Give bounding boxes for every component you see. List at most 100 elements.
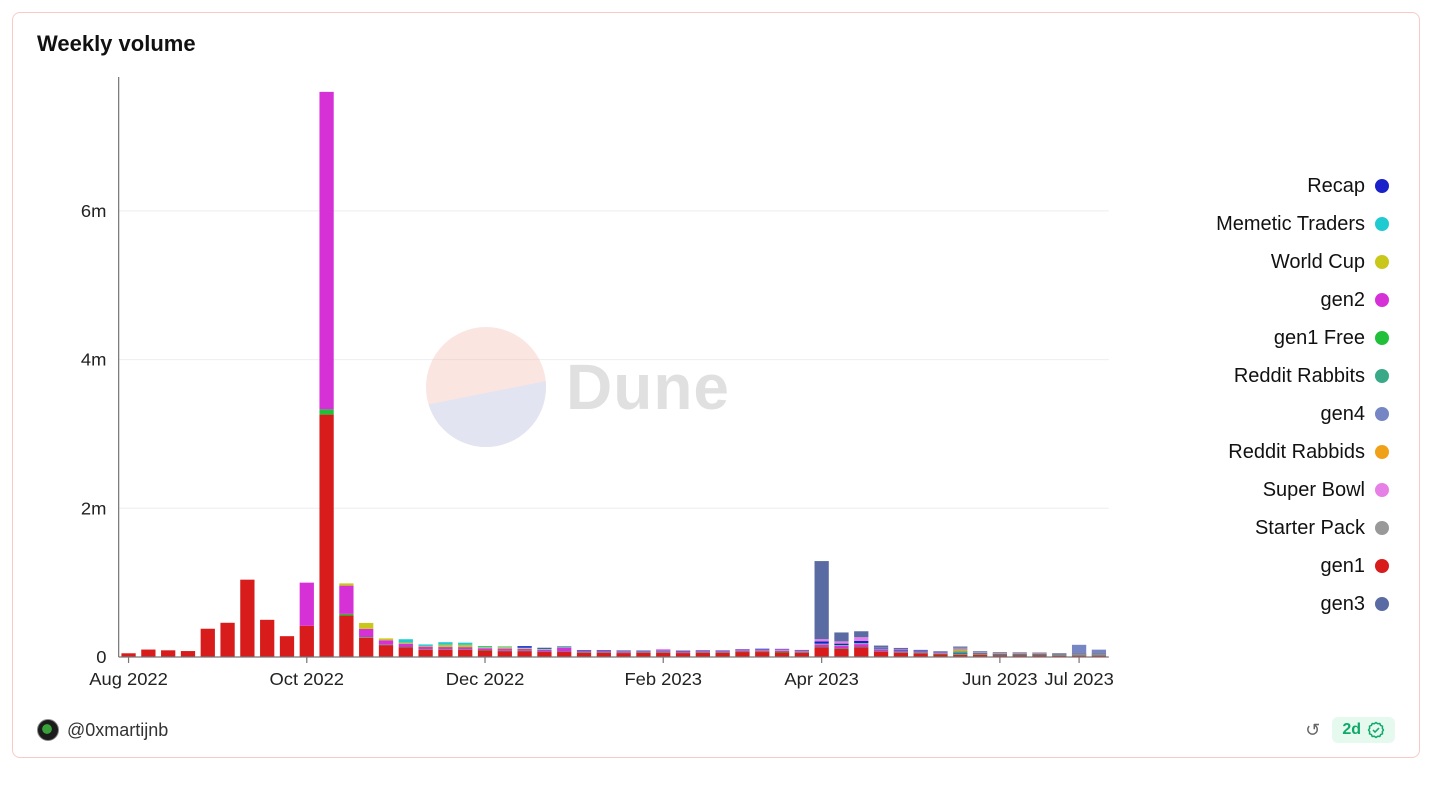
bar-segment (933, 651, 947, 652)
bar-segment (1032, 653, 1046, 654)
footer-actions: ↺ 2d (1305, 717, 1395, 743)
bar-segment (478, 647, 492, 648)
legend-swatch (1375, 521, 1389, 535)
bar-segment (815, 644, 829, 645)
bar-segment (220, 623, 234, 657)
bar-segment (517, 648, 531, 649)
bar-segment (914, 650, 928, 651)
legend-swatch (1375, 217, 1389, 231)
legend-item[interactable]: Reddit Rabbids (1129, 433, 1389, 471)
bar-segment (795, 652, 809, 653)
bar-segment (676, 653, 690, 654)
legend-item[interactable]: gen4 (1129, 395, 1389, 433)
legend-item[interactable]: gen1 Free (1129, 319, 1389, 357)
bar-segment (498, 649, 512, 651)
avatar-icon (37, 719, 59, 741)
bar-segment (458, 649, 472, 650)
bar-segment (617, 651, 631, 652)
x-tick-label: Jun 2023 (962, 669, 1038, 689)
bar-segment (1092, 654, 1106, 655)
bar-segment (676, 650, 690, 651)
bar-segment (973, 655, 987, 656)
bar-segment (815, 647, 829, 657)
legend-item[interactable]: Memetic Traders (1129, 205, 1389, 243)
legend-item[interactable]: gen3 (1129, 585, 1389, 623)
bar-segment (418, 650, 432, 657)
bar-segment (181, 651, 195, 657)
bar-segment (854, 644, 868, 647)
bar-segment (1052, 655, 1066, 656)
bar-segment (894, 652, 908, 653)
bar-segment (815, 639, 829, 641)
bar-segment (399, 639, 413, 642)
bar-segment (498, 651, 512, 652)
bar-segment (478, 650, 492, 651)
bar-segment (339, 615, 353, 657)
bar-segment (993, 653, 1007, 654)
bar-segment (656, 649, 670, 650)
bar-segment (696, 650, 710, 651)
bar-segment (1072, 655, 1086, 656)
refresh-icon[interactable]: ↺ (1305, 720, 1320, 741)
bar-segment (914, 653, 928, 654)
freshness-badge[interactable]: 2d (1332, 717, 1395, 743)
bar-segment (379, 638, 393, 640)
bar-segment (716, 650, 730, 651)
bar-segment (696, 651, 710, 652)
bar-segment (795, 650, 809, 651)
bar-segment (735, 652, 749, 653)
legend-item[interactable]: Recap (1129, 167, 1389, 205)
bar-segment (339, 614, 353, 615)
bar-segment (755, 652, 769, 657)
legend-swatch (1375, 369, 1389, 383)
x-tick-label: Aug 2022 (89, 669, 168, 689)
bar-segment (458, 643, 472, 645)
legend-item[interactable]: World Cup (1129, 243, 1389, 281)
bar-segment (795, 650, 809, 651)
author[interactable]: @0xmartijnb (37, 719, 168, 741)
bar-segment (834, 646, 848, 649)
legend-item[interactable]: Reddit Rabbits (1129, 357, 1389, 395)
bar-segment (379, 645, 393, 646)
bar-segment (617, 653, 631, 654)
bar-segment (874, 649, 888, 651)
legend-swatch (1375, 331, 1389, 345)
bar-segment (617, 651, 631, 652)
x-tick-label: Jul 2023 (1044, 669, 1113, 689)
y-tick-label: 0 (96, 647, 106, 667)
legend-item[interactable]: Starter Pack (1129, 509, 1389, 547)
legend-swatch (1375, 559, 1389, 573)
legend-label: Starter Pack (1255, 517, 1365, 540)
bar-segment (874, 649, 888, 650)
bar-segment (458, 645, 472, 647)
bar-segment (1052, 653, 1066, 654)
bar-segment (894, 648, 908, 649)
bar-segment (557, 647, 571, 648)
bar-segment (1013, 655, 1027, 656)
bar-segment (1052, 654, 1066, 655)
legend-item[interactable]: gen2 (1129, 281, 1389, 319)
bar-segment (359, 637, 373, 638)
bar-segment (517, 651, 531, 657)
bar-segment (696, 652, 710, 653)
bar-segment (1013, 653, 1027, 654)
legend-swatch (1375, 445, 1389, 459)
y-tick-label: 6m (81, 201, 107, 221)
legend-item[interactable]: Super Bowl (1129, 471, 1389, 509)
legend-label: gen4 (1321, 403, 1366, 426)
bar-segment (399, 647, 413, 648)
bar-segment (973, 652, 987, 653)
bar-segment (478, 650, 492, 657)
bar-segment (379, 645, 393, 657)
bar-segment (953, 648, 967, 650)
bar-segment (438, 647, 452, 649)
legend-label: Super Bowl (1263, 479, 1365, 502)
bar-segment (517, 648, 531, 649)
bar-segment (834, 641, 848, 643)
bar-segment (1092, 650, 1106, 653)
bar-segment (933, 654, 947, 655)
bar-segment (319, 409, 333, 414)
legend-item[interactable]: gen1 (1129, 547, 1389, 585)
bar-segment (834, 649, 848, 657)
bar-segment (1092, 653, 1106, 654)
